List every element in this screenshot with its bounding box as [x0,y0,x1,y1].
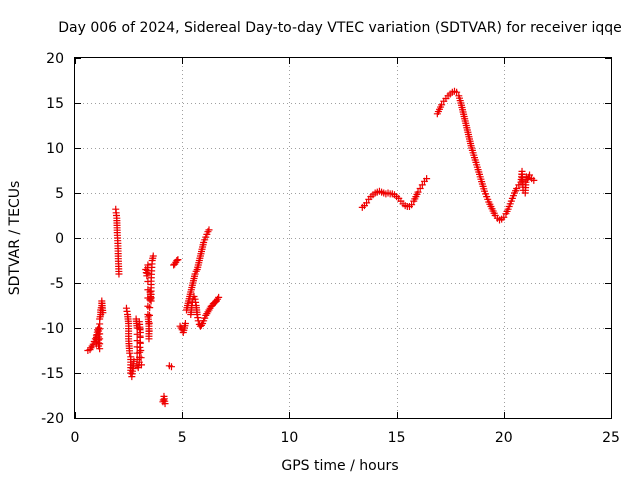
data-point [136,339,144,347]
data-point [126,349,134,357]
y-tick-label: 0 [55,231,64,247]
data-points [84,87,538,408]
y-tick-label: -10 [41,321,64,337]
data-point [146,311,154,319]
data-point [137,361,145,369]
data-point [438,101,446,109]
data-point [526,171,534,179]
data-point [414,188,422,196]
y-tick-label: -20 [41,411,64,427]
data-point [173,257,181,264]
y-tick-label: 5 [55,186,64,202]
data-point [418,181,426,189]
x-tick-label: 10 [280,430,298,446]
data-point [500,213,508,221]
data-point [144,261,152,269]
data-point [99,309,107,317]
y-axis-label: SDTVAR / TECUs [7,181,23,296]
data-point [530,176,538,184]
plot-frame [74,57,612,419]
data-point [423,175,431,183]
x-axis-label: GPS time / hours [281,458,398,474]
y-tick-label: -15 [41,366,64,382]
data-point [149,252,157,260]
tick-labels: 0 5 10 15 20 25 -20 -15 -10 -5 0 5 10 15 20 [41,51,620,446]
data-point [205,226,213,234]
data-point [167,363,175,371]
x-tick-label: 5 [178,430,187,446]
data-point [215,293,223,301]
data-point [363,199,371,207]
data-point [453,88,461,96]
data-point [136,325,144,333]
data-point [144,269,152,277]
x-tick-label: 25 [602,430,620,446]
data-point [416,185,424,192]
data-point [145,327,153,335]
data-point [408,201,416,209]
data-point [161,400,169,408]
x-tick-label: 15 [388,430,406,446]
data-point [137,347,145,354]
y-tick-label: 10 [46,141,64,157]
y-tick-label: 15 [46,96,64,112]
data-point [137,354,145,362]
data-point [135,318,143,326]
data-point [145,319,153,327]
grid-lines [75,58,611,418]
data-point [159,396,167,404]
chart-title: Day 006 of 2024, Sidereal Day-to-day VTE… [58,20,622,36]
y-tick-label: -5 [50,276,64,292]
data-point [181,320,189,327]
data-point [146,304,154,312]
data-point [115,270,123,278]
data-point [174,256,182,264]
data-point [145,335,153,343]
x-tick-label: 0 [71,430,80,446]
data-point [136,332,144,340]
y-tick-label: 20 [46,51,64,67]
data-point [513,185,521,192]
x-tick-label: 20 [495,430,513,446]
